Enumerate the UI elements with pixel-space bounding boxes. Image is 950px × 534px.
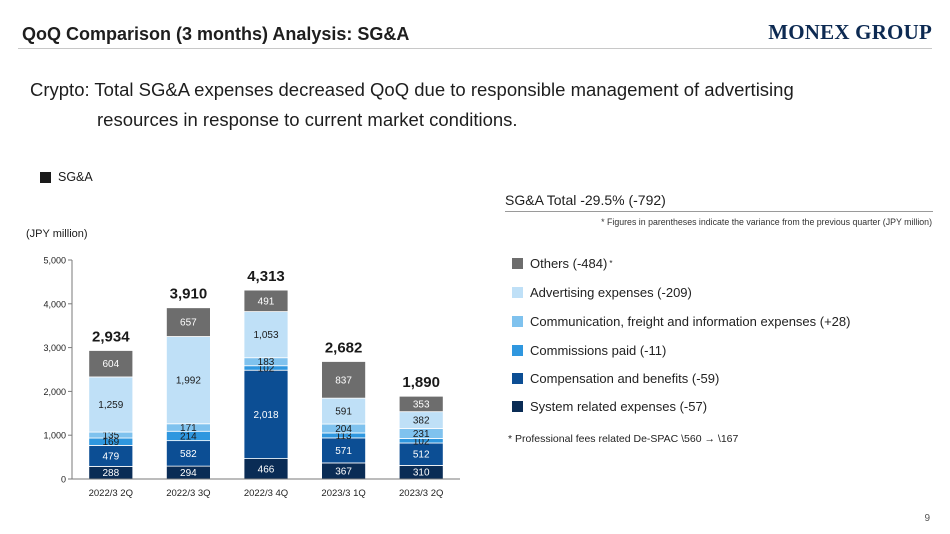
y-tick-label: 4,000	[43, 299, 66, 309]
sga-total-header: SG&A Total -29.5% (-792)	[505, 192, 666, 208]
y-tick-label: 2,000	[43, 387, 66, 397]
bar-segment-label: 169	[102, 437, 119, 448]
bar-segment-label: 171	[180, 423, 197, 434]
bar-segment	[398, 395, 444, 413]
chart-legend-sga: SG&A	[40, 170, 93, 184]
bar-segment	[88, 350, 134, 378]
x-category-label: 2022/3 4Q	[244, 488, 288, 499]
y-tick-label: 5,000	[43, 256, 66, 266]
bar-segment	[88, 376, 134, 433]
legend-label-system: System related expenses (-57)	[530, 399, 708, 414]
page-number: 9	[924, 513, 930, 524]
bar-segment-label: 231	[413, 429, 430, 440]
legend-item-system: System related expenses (-57)	[512, 399, 707, 414]
bar-segment	[165, 336, 211, 425]
legend-label-others: Others (-484)	[530, 256, 608, 271]
y-tick-label: 3,000	[43, 343, 66, 353]
bar-segment-label: 604	[102, 359, 119, 370]
bar-segment-label: 591	[335, 407, 352, 418]
bar-segment-label: 479	[102, 451, 119, 462]
bar-segment-label: 135	[102, 431, 119, 442]
bar-segment-label: 214	[180, 431, 197, 442]
bar-segment-label: 1,992	[176, 376, 201, 387]
legend-swatch-system	[512, 401, 523, 412]
bar-segment	[243, 311, 289, 359]
bar-segment-label: 657	[180, 318, 197, 329]
bar-segment-label: 1,053	[253, 330, 278, 341]
y-tick-label: 0	[61, 475, 66, 485]
bar-segment-label: 310	[413, 468, 430, 479]
legend-swatch-commissions	[512, 345, 523, 356]
legend-item-compensation: Compensation and benefits (-59)	[512, 371, 719, 386]
x-category-label: 2022/3 2Q	[89, 488, 133, 499]
bar-total-label: 2,682	[325, 340, 363, 357]
legend-footnote-marker: *	[609, 259, 613, 268]
legend-item-commissions: Commissions paid (-11)	[512, 343, 666, 358]
bar-segment-label: 294	[180, 468, 197, 479]
bar-segment-label: 183	[258, 357, 275, 368]
legend-item-advertising: Advertising expenses (-209)	[512, 285, 692, 300]
legend-item-communication: Communication, freight and information e…	[512, 314, 850, 329]
bar-segment-label: 491	[258, 296, 275, 307]
y-tick-label: 1,000	[43, 431, 66, 441]
bar-total-label: 2,934	[92, 328, 130, 345]
bar-total-label: 1,890	[402, 374, 440, 391]
bar-segment-label: 466	[258, 464, 275, 475]
unit-label: (JPY million)	[26, 228, 88, 240]
page-title: QoQ Comparison (3 months) Analysis: SG&A	[22, 24, 410, 44]
bar-segment	[321, 361, 367, 399]
bar-segment-label: 382	[413, 416, 430, 427]
bar-segment-label: 571	[335, 446, 352, 457]
bar-segment	[321, 437, 367, 464]
monex-group-logo: MONEX GROUP	[768, 20, 932, 44]
bar-segment-label: 512	[413, 450, 430, 461]
x-category-label: 2023/3 2Q	[399, 488, 443, 499]
bar-segment-label: 102	[413, 436, 430, 447]
bar-segment-label: 582	[180, 449, 197, 460]
x-category-label: 2022/3 3Q	[166, 488, 210, 499]
square-icon	[40, 171, 51, 183]
sga-total-divider	[505, 211, 933, 212]
legend-item-others: Others (-484) *	[512, 256, 612, 271]
bar-segment	[321, 397, 367, 425]
description-line-1: Crypto: Total SG&A expenses decreased Qo…	[30, 79, 794, 100]
bar-segment-label: 288	[102, 468, 119, 479]
legend-swatch-compensation	[512, 373, 523, 384]
bar-total-label: 3,910	[170, 286, 208, 303]
bar-segment	[243, 289, 289, 312]
bar-total-label: 4,313	[247, 268, 285, 285]
bar-segment-label: 367	[335, 466, 352, 477]
bar-segment-label: 113	[336, 431, 352, 442]
de-spac-footnote: * Professional fees related De-SPAC \560…	[508, 433, 739, 445]
bar-segment-label: 102	[258, 363, 275, 374]
bar-segment-label: 204	[335, 424, 352, 435]
legend-swatch-communication	[512, 316, 523, 327]
header-divider	[18, 48, 932, 49]
bar-segment-label: 1,259	[98, 400, 123, 411]
legend-label-advertising: Advertising expenses (-209)	[530, 285, 692, 300]
bar-segment	[165, 307, 211, 337]
legend-label-compensation: Compensation and benefits (-59)	[530, 371, 720, 386]
description-line-2: resources in response to current market …	[97, 109, 518, 130]
x-category-label: 2023/3 1Q	[321, 488, 365, 499]
chart-legend-sga-label: SG&A	[58, 170, 93, 184]
bar-segment-label: 353	[413, 399, 430, 410]
legend-swatch-others	[512, 258, 523, 269]
bar-segment-label: 837	[335, 375, 352, 386]
legend-swatch-advertising	[512, 287, 523, 298]
legend-label-communication: Communication, freight and information e…	[530, 314, 851, 329]
variance-note: * Figures in parentheses indicate the va…	[601, 217, 932, 227]
legend-label-commissions: Commissions paid (-11)	[530, 343, 667, 358]
bar-segment-label: 2,018	[253, 410, 278, 421]
